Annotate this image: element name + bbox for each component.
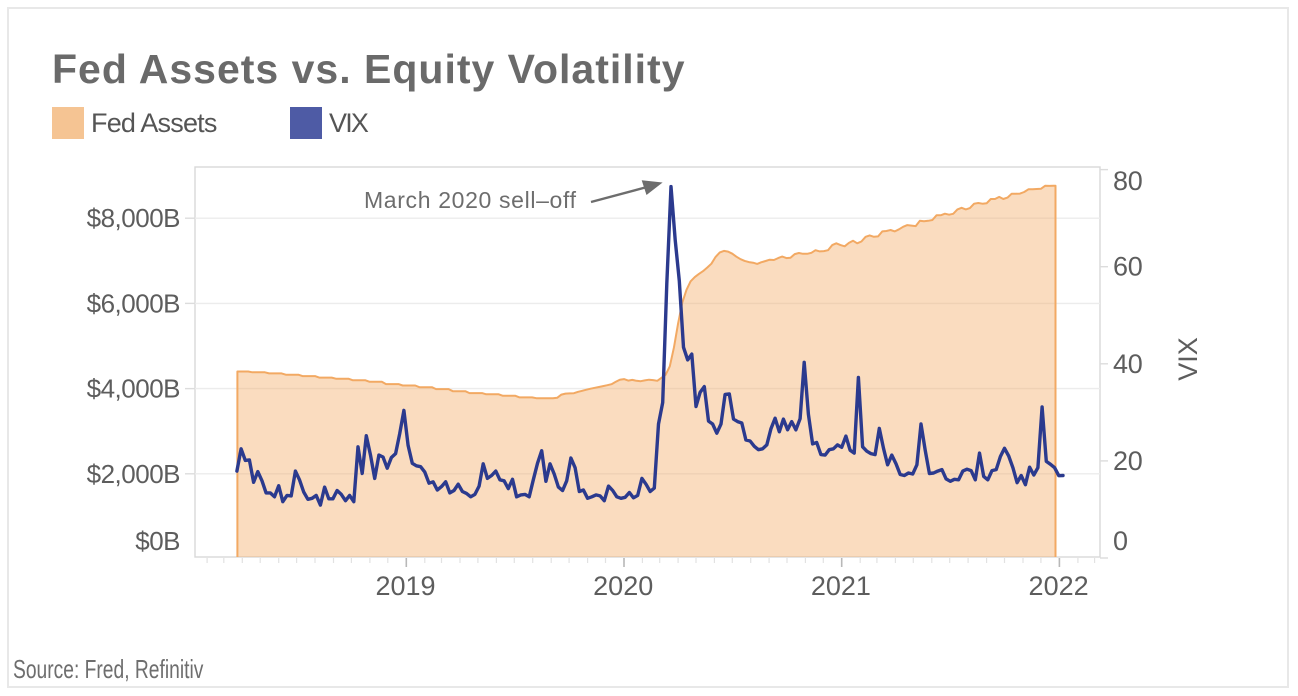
svg-text:$6,000B: $6,000B (87, 288, 180, 318)
svg-text:20: 20 (1113, 446, 1142, 476)
svg-text:$0B: $0B (135, 526, 180, 556)
svg-text:2019: 2019 (375, 571, 435, 601)
svg-text:$8,000B: $8,000B (87, 203, 180, 233)
svg-text:$2,000B: $2,000B (87, 459, 180, 489)
svg-text:VIX: VIX (1173, 337, 1203, 381)
svg-text:2021: 2021 (811, 571, 871, 601)
svg-text:2022: 2022 (1029, 571, 1089, 601)
svg-text:2020: 2020 (593, 571, 653, 601)
svg-text:60: 60 (1113, 252, 1142, 282)
svg-text:0: 0 (1113, 526, 1128, 556)
svg-text:40: 40 (1113, 349, 1142, 379)
svg-text:$4,000B: $4,000B (87, 374, 180, 404)
svg-text:March 2020 sell–off: March 2020 sell–off (364, 187, 577, 213)
svg-text:80: 80 (1113, 166, 1142, 196)
